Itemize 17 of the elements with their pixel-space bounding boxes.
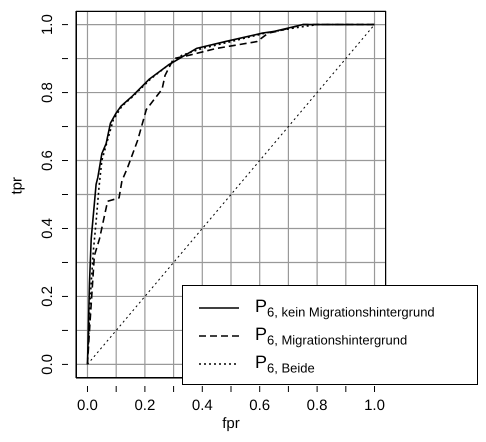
legend-label: P$_{6, kein Migrationshintergrund}$ bbox=[255, 296, 435, 320]
y-tick-label: 0.0 bbox=[39, 354, 56, 375]
y-tick-label: 0.8 bbox=[39, 82, 56, 103]
x-tick-label: 0.6 bbox=[249, 397, 270, 414]
y-tick-label: 0.4 bbox=[39, 218, 56, 239]
y-axis-title: tpr bbox=[8, 176, 26, 194]
legend-label: P$_{6, Migrationshintergrund}$ bbox=[255, 324, 408, 348]
x-tick-label: 0.4 bbox=[192, 397, 213, 414]
y-tick-label: 0.6 bbox=[39, 150, 56, 171]
y-tick-label: 1.0 bbox=[39, 14, 56, 36]
x-tick-label: 0.0 bbox=[77, 397, 98, 414]
x-tick-label: 0.8 bbox=[306, 397, 328, 414]
x-axis-title: fpr bbox=[222, 415, 240, 432]
x-tick-label: 0.2 bbox=[134, 397, 156, 414]
x-tick-label: 1.0 bbox=[364, 397, 385, 414]
y-tick-label: 0.2 bbox=[39, 286, 56, 307]
legend-label: P$_{6, Beide}$ bbox=[255, 352, 315, 376]
